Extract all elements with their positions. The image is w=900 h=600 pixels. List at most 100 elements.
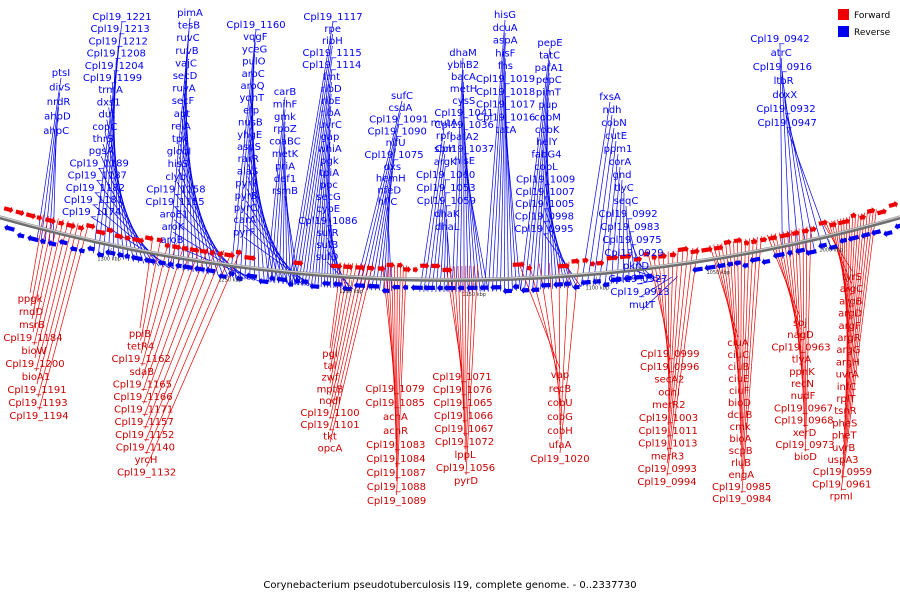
forward-feature xyxy=(164,242,171,249)
forward-feature xyxy=(801,227,810,235)
callout-line xyxy=(520,47,551,291)
reverse-feature xyxy=(235,275,243,282)
forward-gene-label: ciuF xyxy=(729,386,750,397)
reverse-feature xyxy=(457,284,465,292)
forward-gene-label: Cpl19_1157 xyxy=(115,417,174,428)
reverse-gene-label: yqhT xyxy=(239,93,265,104)
forward-gene-label: Cpl19_1076 xyxy=(433,385,492,396)
forward-gene-label: Cpl19_1011 xyxy=(639,426,698,437)
reverse-gene-label: nfeD xyxy=(377,185,401,196)
forward-gene-label: Cpl19_0984 xyxy=(712,494,771,505)
callout-line xyxy=(359,112,401,290)
forward-gene-label: Cpl19_1184 xyxy=(3,333,62,344)
reverse-feature xyxy=(381,287,390,295)
callout-line xyxy=(278,134,286,284)
reverse-feature xyxy=(466,284,478,292)
callout-line xyxy=(371,148,396,291)
reverse-gene-label: dhaM xyxy=(449,48,476,59)
reverse-gene-label: Cpl19_1114 xyxy=(302,60,361,71)
forward-feature xyxy=(124,234,131,242)
reverse-gene-label: trmA xyxy=(98,85,123,96)
forward-feature xyxy=(619,252,632,260)
reverse-gene-label: Cpl19_0992 xyxy=(598,209,657,220)
callout-line xyxy=(140,241,169,354)
reverse-gene-label: mutT xyxy=(629,300,656,311)
callout-line xyxy=(288,21,334,285)
callout-line xyxy=(459,81,464,292)
reverse-feature xyxy=(353,281,366,289)
reverse-gene-label: Cpl19_1208 xyxy=(87,49,146,60)
reverse-gene-label: Cpl19_1037 xyxy=(435,144,494,155)
reverse-feature xyxy=(726,260,734,268)
reverse-gene-label: metK xyxy=(272,149,299,160)
callout-line xyxy=(144,249,217,429)
forward-gene-label: rplT xyxy=(836,394,856,405)
forward-gene-label: ppiB xyxy=(129,329,151,340)
reverse-gene-label: Cpl19_1007 xyxy=(516,187,575,198)
forward-gene-label: pheT xyxy=(832,431,858,442)
forward-gene-label: recN xyxy=(791,379,814,390)
callout-line xyxy=(495,58,506,292)
reverse-gene-label: carA xyxy=(234,215,257,226)
callout-line xyxy=(559,260,580,454)
callout-line xyxy=(604,153,619,285)
forward-gene-label: uspA3 xyxy=(827,455,858,466)
reverse-gene-label: Cpl19_1019 xyxy=(476,74,535,85)
reverse-feature xyxy=(309,282,320,290)
callout-line xyxy=(184,80,194,273)
forward-feature xyxy=(144,235,154,242)
reverse-gene-label: Cpl19_0927 xyxy=(608,274,667,285)
callout-line xyxy=(304,81,332,286)
forward-gene-label: nudF xyxy=(791,391,816,402)
forward-feature xyxy=(25,212,36,220)
callout-line xyxy=(641,276,678,311)
callout-line xyxy=(845,214,856,406)
forward-gene-label: bioD xyxy=(728,398,751,409)
forward-gene-label: bioA xyxy=(729,434,751,445)
reverse-features-track xyxy=(4,223,900,295)
reverse-gene-label: sbm xyxy=(434,144,455,155)
callout-line xyxy=(668,250,674,413)
forward-gene-label: Cpl19_1165 xyxy=(113,379,172,390)
callout-line xyxy=(251,103,260,282)
forward-gene-label: rpmI xyxy=(830,492,853,503)
reverse-feature xyxy=(245,272,258,280)
callout-line xyxy=(140,240,161,341)
forward-gene-label: Cpl19_1194 xyxy=(9,411,68,422)
forward-feature xyxy=(330,262,343,270)
reverse-gene-label: secF xyxy=(172,96,195,107)
reverse-gene-label: Cpl19_1059 xyxy=(417,196,476,207)
callout-line xyxy=(631,244,648,281)
callout-line xyxy=(805,225,812,452)
callout-line xyxy=(31,217,54,320)
forward-gene-label: ciuB xyxy=(728,362,750,373)
tick-label: 1000 kbp xyxy=(819,248,843,254)
reverse-gene-label: nusB xyxy=(238,118,263,129)
reverse-gene-label: carB xyxy=(274,87,297,98)
reverse-gene-label: pafA2 xyxy=(450,132,479,143)
callout-line xyxy=(464,265,467,437)
callout-line xyxy=(98,168,155,266)
reverse-feature xyxy=(692,266,703,274)
callout-line xyxy=(234,42,256,279)
legend-reverse-label: Reverse xyxy=(854,28,891,38)
callout-line xyxy=(146,252,241,467)
forward-feature xyxy=(199,248,209,256)
callout-line xyxy=(329,263,358,396)
forward-feature xyxy=(44,217,56,225)
genome-backbone-highlight xyxy=(0,215,900,280)
callout-line xyxy=(284,196,300,286)
forward-gene-label: argF xyxy=(839,321,861,332)
reverse-feature xyxy=(175,262,182,269)
reverse-gene-label: tpiA xyxy=(319,168,339,179)
reverse-feature xyxy=(828,244,838,251)
forward-feature xyxy=(866,207,876,214)
reverse-gene-label: def1 xyxy=(274,174,296,185)
genome-backbone xyxy=(0,215,900,283)
callout-line xyxy=(666,247,699,477)
forward-gene-label: argG xyxy=(836,345,860,356)
callout-line xyxy=(395,265,398,454)
reverse-gene-label: sufD xyxy=(316,252,339,263)
reverse-gene-label: Cpl19_1017 xyxy=(476,100,535,111)
forward-feature xyxy=(293,259,304,267)
